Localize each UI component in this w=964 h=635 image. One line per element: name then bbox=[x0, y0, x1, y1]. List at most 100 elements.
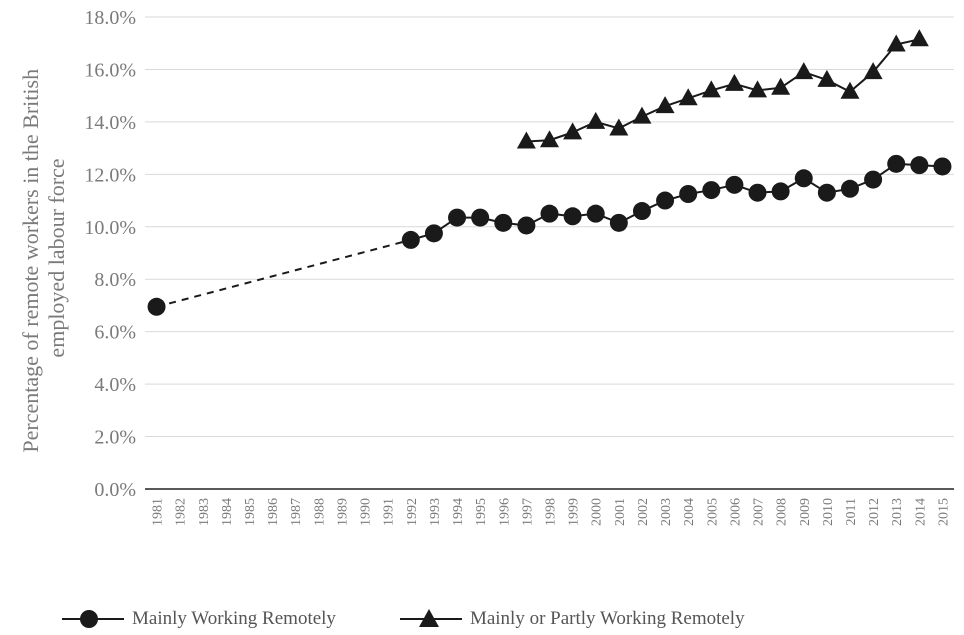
data-point bbox=[540, 130, 559, 148]
y-tick-label: 10.0% bbox=[84, 217, 136, 239]
y-tick-label: 14.0% bbox=[84, 112, 136, 134]
data-point bbox=[771, 182, 790, 201]
x-axis-ticks: 1981 1982 1983 1984 1985 1986 1987 1988 1989 1990… bbox=[151, 498, 952, 526]
y-tick-label: 8.0% bbox=[94, 269, 136, 291]
data-point bbox=[494, 213, 513, 232]
data-point bbox=[886, 34, 906, 52]
x-tick-label: 2005 bbox=[705, 498, 720, 526]
data-point bbox=[517, 216, 536, 235]
data-point bbox=[609, 213, 628, 232]
data-point bbox=[609, 118, 629, 136]
legend-circle-marker-icon bbox=[62, 610, 124, 628]
x-tick-label: 2010 bbox=[821, 498, 836, 526]
x-tick-label: 1995 bbox=[474, 498, 489, 526]
data-point bbox=[586, 204, 605, 223]
x-tick-label: 1998 bbox=[544, 498, 559, 526]
x-tick-label: 2008 bbox=[775, 498, 790, 526]
series-layer bbox=[147, 29, 952, 316]
x-tick-label: 1988 bbox=[312, 498, 327, 526]
x-tick-label: 1986 bbox=[266, 498, 281, 526]
y-tick-label: 18.0% bbox=[84, 7, 136, 29]
data-point bbox=[887, 154, 906, 173]
x-tick-label: 1999 bbox=[567, 498, 582, 526]
x-tick-label: 2011 bbox=[844, 498, 859, 525]
x-tick-label: 1997 bbox=[520, 498, 535, 526]
x-tick-label: 2015 bbox=[936, 498, 951, 526]
data-point bbox=[748, 183, 767, 202]
data-point bbox=[563, 122, 583, 140]
series-line-dashed bbox=[156, 238, 412, 308]
data-point bbox=[863, 62, 883, 80]
x-tick-label: 2003 bbox=[659, 498, 674, 526]
chart: 0.0% 2.0% 4.0% 6.0% 8.0% 10.0% 12.0% 14.0% 16.0%… bbox=[18, 7, 954, 526]
y-tick-label: 0.0% bbox=[94, 479, 136, 501]
x-tick-label: 2009 bbox=[798, 498, 813, 526]
x-tick-label: 1983 bbox=[197, 498, 212, 526]
gridlines bbox=[145, 16, 954, 438]
x-tick-label: 1992 bbox=[405, 498, 420, 526]
x-tick-label: 1981 bbox=[151, 498, 166, 526]
x-tick-label: 2012 bbox=[867, 498, 882, 526]
y-tick-label: 12.0% bbox=[84, 164, 136, 186]
x-tick-label: 1982 bbox=[174, 498, 189, 526]
y-axis-label: Percentage of remote workers in the Brit… bbox=[18, 63, 69, 452]
data-point bbox=[817, 183, 836, 202]
x-tick-label: 1994 bbox=[451, 498, 466, 526]
data-point bbox=[748, 80, 768, 98]
data-point bbox=[471, 208, 490, 227]
data-point bbox=[147, 297, 166, 316]
legend-label-mainly: Mainly Working Remotely bbox=[132, 608, 336, 629]
x-tick-label: 2001 bbox=[613, 498, 628, 526]
data-point bbox=[656, 191, 675, 210]
x-tick-label: 1984 bbox=[220, 498, 235, 526]
data-point bbox=[817, 69, 837, 87]
data-point bbox=[702, 181, 721, 200]
y-tick-label: 16.0% bbox=[84, 59, 136, 81]
data-point bbox=[701, 80, 721, 98]
y-axis-ticks: 0.0% 2.0% 4.0% 6.0% 8.0% 10.0% 12.0% 14.0% 16.0%… bbox=[84, 7, 136, 501]
x-tick-label: 2014 bbox=[913, 498, 928, 526]
legend-label-mainly-or-partly: Mainly or Partly Working Remotely bbox=[469, 608, 745, 629]
legend-item-mainly: Mainly Working Remotely bbox=[60, 604, 336, 634]
data-point bbox=[909, 29, 929, 47]
data-point bbox=[401, 230, 420, 249]
data-point bbox=[933, 157, 952, 176]
legend-item-mainly-or-partly: Mainly or Partly Working Remotely bbox=[398, 604, 745, 634]
data-point bbox=[540, 204, 559, 223]
data-point bbox=[678, 88, 698, 106]
data-point bbox=[679, 185, 698, 203]
legend-triangle-marker-icon bbox=[399, 609, 462, 627]
legend: Mainly Working Remotely Mainly or Partly… bbox=[60, 604, 807, 634]
data-point bbox=[864, 170, 883, 189]
data-point bbox=[794, 62, 814, 80]
x-tick-label: 2004 bbox=[682, 498, 697, 526]
x-tick-label: 1990 bbox=[359, 498, 374, 526]
data-point bbox=[424, 224, 443, 243]
series-0 bbox=[147, 154, 952, 316]
y-axis-label-line-2: employed labour force bbox=[44, 158, 69, 357]
data-point bbox=[840, 81, 860, 99]
data-point bbox=[724, 73, 744, 91]
x-tick-label: 1989 bbox=[335, 498, 350, 526]
y-axis-label-line-1: Percentage of remote workers in the Brit… bbox=[18, 69, 43, 453]
x-tick-label: 1991 bbox=[382, 498, 397, 526]
data-point bbox=[910, 156, 929, 175]
x-tick-label: 2007 bbox=[752, 498, 767, 526]
data-point bbox=[794, 169, 813, 188]
x-tick-label: 1985 bbox=[243, 498, 258, 526]
data-point bbox=[655, 96, 675, 114]
data-point bbox=[632, 106, 652, 124]
x-tick-label: 2002 bbox=[636, 498, 651, 526]
data-point bbox=[586, 111, 606, 129]
x-tick-label: 2006 bbox=[728, 498, 743, 526]
data-point bbox=[771, 77, 791, 95]
x-tick-label: 2013 bbox=[890, 498, 905, 526]
y-tick-label: 6.0% bbox=[94, 322, 136, 344]
series-1 bbox=[516, 29, 929, 149]
data-point bbox=[516, 131, 536, 149]
data-point bbox=[563, 207, 582, 226]
data-point bbox=[632, 202, 651, 221]
x-tick-label: 1987 bbox=[289, 498, 304, 526]
x-tick-label: 1996 bbox=[497, 498, 512, 526]
x-tick-label: 2000 bbox=[590, 498, 605, 526]
